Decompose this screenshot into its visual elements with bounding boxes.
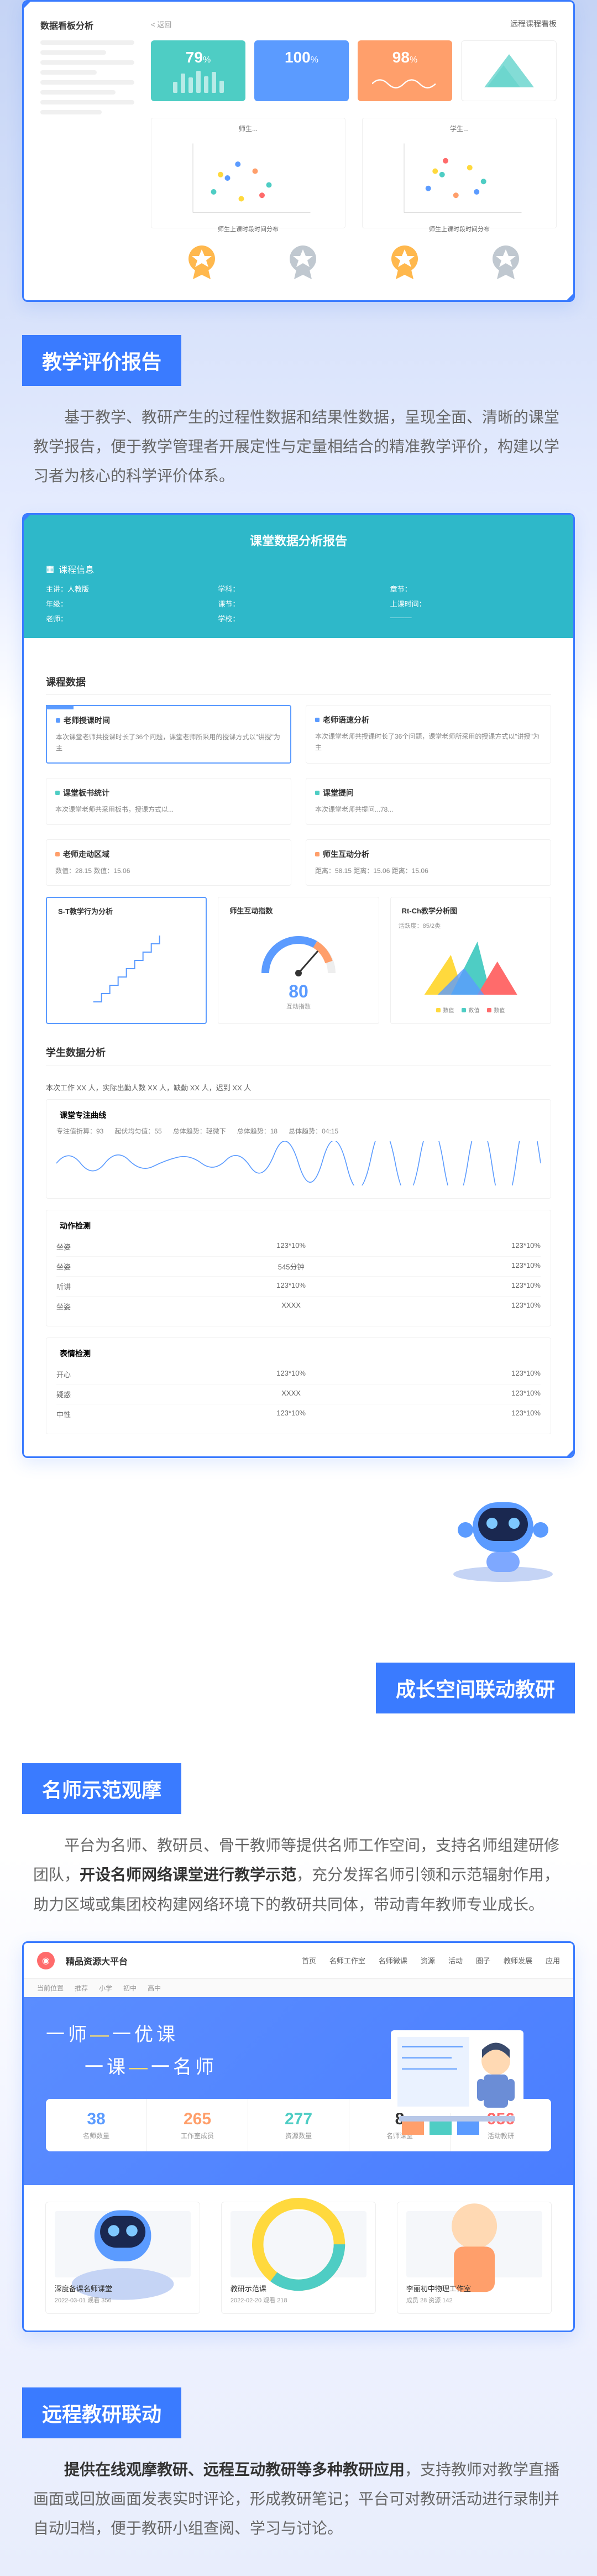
platform-brand: 精品资源大平台 bbox=[66, 1954, 128, 1967]
dash-main: < 返回 远程课程看板 79% 100% 98% 师生... bbox=[151, 18, 557, 284]
platform-header: ◉ 精品资源大平台 首页 名师工作室 名师微课 资源 活动 圈子 教师发展 应用 bbox=[24, 1943, 573, 1979]
nav-item[interactable]: 资源 bbox=[421, 1955, 435, 1966]
report-card: 课堂数据分析报告 ▦课程信息 主讲：人教版学科：章节：年级：课节：上课时间：老师… bbox=[22, 513, 575, 1459]
subnav-item[interactable]: 小学 bbox=[99, 1983, 112, 1993]
subnav-item[interactable]: 推荐 bbox=[75, 1983, 88, 1993]
course-info: ▦课程信息 主讲：人教版学科：章节：年级：课节：上课时间：老师：学校：——— bbox=[24, 562, 573, 638]
robot-decor bbox=[431, 1475, 575, 1585]
scatter-chart-2: 学生... 师生上课时段时间分布 bbox=[362, 118, 557, 228]
section-desc-1: 基于教学、教研产生的过程性数据和结果性数据，呈现全面、清晰的课堂教学报告，便于教… bbox=[0, 403, 597, 491]
nav-item[interactable]: 应用 bbox=[546, 1955, 560, 1966]
teacher-illustration bbox=[369, 2019, 546, 2141]
step-chart: S-T教学行为分析 bbox=[46, 897, 207, 1024]
metric-triangle bbox=[461, 40, 557, 101]
platform-subnav: 当前位置 推荐 小学 初中 高中 bbox=[24, 1979, 573, 1997]
expression-table: 表情检测 开心123*10%123*10%疑惑XXXX123*10%中性123*… bbox=[46, 1337, 551, 1434]
grid-icon: ▦ bbox=[46, 563, 54, 574]
report-title: 课堂数据分析报告 bbox=[24, 515, 573, 562]
nav-item[interactable]: 首页 bbox=[302, 1955, 316, 1966]
sect-teach: 课程数据 bbox=[46, 667, 551, 695]
section-desc-3: 提供在线观摩教研、远程互动教研等多种教研应用，支持教师对教学直播画面或回放画面发… bbox=[0, 2455, 597, 2543]
platform-card-item[interactable]: 李丽初中物理工作室成员 28 资源 142 bbox=[397, 2202, 552, 2314]
nav-item[interactable]: 名师工作室 bbox=[329, 1955, 365, 1966]
nav-item[interactable]: 圈子 bbox=[476, 1955, 490, 1966]
platform-cards: 深度备课名师课堂2022-03-01 观看 356教研示范课2022-02-20… bbox=[24, 2185, 573, 2331]
section-title-2: 名师示范观摩 bbox=[22, 1763, 181, 1814]
section-title-3: 远程教研联动 bbox=[22, 2387, 181, 2438]
focus-wave: 课堂专注曲线 专注值折算：93起伏均匀值：55总体趋势：轻微下总体趋势：18总体… bbox=[46, 1099, 551, 1199]
dash-subtitle: 远程课程看板 bbox=[510, 18, 557, 29]
badge-row bbox=[151, 239, 557, 284]
nav-item[interactable]: 名师微课 bbox=[379, 1955, 407, 1966]
sect-stu: 学生数据分析 bbox=[46, 1037, 551, 1065]
metric-blue: 100% bbox=[254, 40, 349, 101]
metric-orange: 98% bbox=[358, 40, 452, 101]
scatter-chart-1: 师生... 师生上课时段时间分布 bbox=[151, 118, 345, 228]
dash-side-title: 数据看板分析 bbox=[40, 18, 134, 32]
nav-item[interactable]: 活动 bbox=[448, 1955, 463, 1966]
platform-card-item[interactable]: 深度备课名师课堂2022-03-01 观看 356 bbox=[45, 2202, 200, 2314]
logo-icon: ◉ bbox=[37, 1952, 55, 1969]
metric-row: 79% 100% 98% bbox=[151, 40, 557, 101]
back-crumb[interactable]: < 返回 bbox=[151, 19, 171, 29]
gauge-chart: 师生互动指数 80 互动指数 bbox=[218, 897, 379, 1024]
platform-card: ◉ 精品资源大平台 首页 名师工作室 名师微课 资源 活动 圈子 教师发展 应用 当前位置 推荐… bbox=[22, 1941, 575, 2332]
action-table: 动作检测 坐姿123*10%123*10%坐姿545分钟123*10%听讲123… bbox=[46, 1210, 551, 1326]
nav-item[interactable]: 教师发展 bbox=[504, 1955, 532, 1966]
dashboard-card: 数据看板分析 < 返回 远程课程看板 79% 100% 98% bbox=[22, 0, 575, 302]
subnav-item[interactable]: 当前位置 bbox=[37, 1983, 64, 1993]
section-title-space: 成长空间联动教研 bbox=[376, 1663, 575, 1713]
subnav-item[interactable]: 初中 bbox=[123, 1983, 137, 1993]
section-title-1: 教学评价报告 bbox=[22, 335, 181, 386]
platform-nav: 首页 名师工作室 名师微课 资源 活动 圈子 教师发展 应用 bbox=[302, 1955, 560, 1966]
section-desc-2: 平台为名师、教研员、骨干教师等提供名师工作空间，支持名师组建研修团队，开设名师网… bbox=[0, 1831, 597, 1919]
platform-banner: 一师—一优课 一课—一名师 38名师数量265工作室成员277资源数量 bbox=[24, 1997, 573, 2185]
platform-card-item[interactable]: 教研示范课2022-02-20 观看 218 bbox=[221, 2202, 376, 2314]
stu-summary: 本次工作 XX 人，实际出勤人数 XX 人，缺勤 XX 人，迟到 XX 人 bbox=[46, 1075, 551, 1099]
area-chart: Rt-Ch教学分析图 活跃度：85/2类 数值数值数值 bbox=[390, 897, 551, 1024]
metric-cyan: 79% bbox=[151, 40, 245, 101]
dash-sidebar: 数据看板分析 bbox=[40, 18, 134, 284]
subnav-item[interactable]: 高中 bbox=[148, 1983, 161, 1993]
